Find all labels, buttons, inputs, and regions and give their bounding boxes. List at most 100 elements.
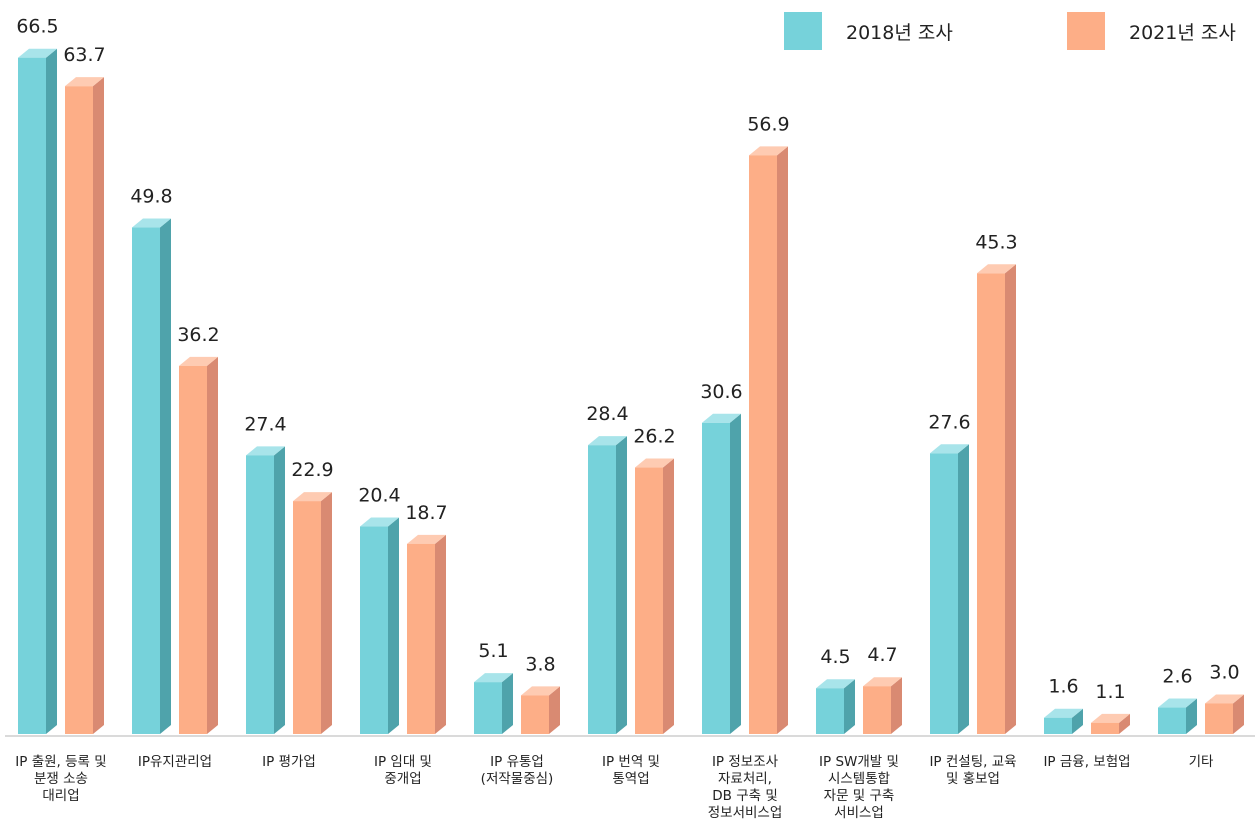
- bar-2018-1: [132, 218, 171, 734]
- value-label: 56.9: [747, 113, 789, 135]
- bar-top: [816, 679, 855, 689]
- bar-side: [46, 48, 57, 734]
- bar-side: [663, 458, 674, 734]
- bar-front: [1158, 707, 1186, 734]
- bar-side: [274, 446, 285, 734]
- bar-2018-8: [930, 444, 969, 734]
- bar-top: [1091, 713, 1130, 723]
- bar-2021-6: [749, 146, 788, 734]
- value-label: 28.4: [586, 403, 628, 425]
- value-label: 45.3: [975, 231, 1017, 253]
- bar-front: [702, 422, 730, 734]
- bar-side: [1072, 708, 1083, 734]
- value-label: 49.8: [130, 186, 172, 208]
- bar-side: [1186, 698, 1197, 734]
- category-label: IP 정보조사 자료처리, DB 구축 및 정보서비스업: [708, 754, 783, 821]
- bar-front: [1205, 703, 1233, 734]
- value-label: 30.6: [700, 381, 742, 403]
- bar-front: [1091, 722, 1119, 734]
- bar-side: [502, 673, 513, 734]
- value-label: 20.4: [358, 485, 400, 507]
- bar-side: [730, 413, 741, 734]
- bar-2021-5: [635, 458, 674, 734]
- bar-side: [958, 444, 969, 734]
- value-label: 3.8: [525, 653, 555, 675]
- bar-top: [588, 436, 627, 446]
- bar-side: [93, 77, 104, 734]
- bar-top: [407, 534, 446, 544]
- bar-side: [616, 436, 627, 734]
- bar-top: [18, 48, 57, 58]
- value-label: 36.2: [177, 324, 219, 346]
- bar-2021-10: [1205, 694, 1244, 734]
- legend: 2018년 조사 2021년 조사: [784, 12, 1236, 50]
- bar-2021-1: [179, 356, 218, 734]
- bar-side: [321, 492, 332, 734]
- category-label: 기타: [1189, 754, 1214, 770]
- value-label: 5.1: [478, 640, 508, 662]
- bar-2018-9: [1044, 708, 1083, 734]
- bar-top: [635, 458, 674, 468]
- value-label: 4.7: [867, 644, 897, 666]
- bar-top: [1205, 694, 1244, 704]
- bar-front: [132, 227, 160, 734]
- bar-top: [977, 264, 1016, 274]
- bar-2018-10: [1158, 698, 1197, 734]
- legend-item-2018: 2018년 조사: [784, 12, 953, 50]
- bar-top: [360, 517, 399, 527]
- bar-side: [549, 686, 560, 734]
- bar-front: [179, 365, 207, 734]
- bar-side: [207, 356, 218, 734]
- category-label: IP 출원, 등록 및 분쟁 소송 대리업: [15, 754, 106, 804]
- bar-2018-6: [702, 413, 741, 734]
- legend-label: 2021년 조사: [1129, 22, 1236, 44]
- bar-top: [521, 686, 560, 696]
- bar-top: [293, 492, 332, 502]
- bar-2021-7: [863, 677, 902, 734]
- bar-front: [863, 686, 891, 734]
- value-label: 26.2: [633, 426, 675, 448]
- bar-front: [635, 467, 663, 734]
- bar-2018-5: [588, 436, 627, 734]
- bar-side: [435, 534, 446, 734]
- category-label: IP유지관리업: [138, 754, 212, 770]
- value-label: 1.6: [1048, 676, 1078, 698]
- bar-side: [891, 677, 902, 734]
- category-label: IP 평가업: [262, 754, 316, 770]
- bar-front: [65, 86, 93, 734]
- bar-2021-3: [407, 534, 446, 734]
- category-label: IP SW개발 및 시스템통합 자문 및 구축 서비스업: [819, 754, 899, 821]
- bar-top: [132, 218, 171, 228]
- value-label: 27.4: [244, 413, 286, 435]
- category-label: IP 컨설팅, 교육 및 홍보업: [929, 754, 1016, 787]
- bar-top: [749, 146, 788, 156]
- bar-side: [160, 218, 171, 734]
- bar-front: [749, 155, 777, 734]
- bar-2018-2: [246, 446, 285, 734]
- category-label: IP 유통업 (저작물중심): [481, 754, 554, 787]
- legend-swatch: [784, 12, 822, 50]
- bar-top: [65, 77, 104, 87]
- bar-front: [474, 682, 502, 734]
- value-labels-layer: 66.563.7 49.8 36.2 27.4 22.9 20.418.7 5.1 3.8 28…: [16, 16, 1239, 703]
- value-label: 27.6: [928, 411, 970, 433]
- legend-label: 2018년 조사: [846, 22, 953, 44]
- bar-2021-4: [521, 686, 560, 734]
- legend-item-2021: 2021년 조사: [1067, 12, 1236, 50]
- bar-front: [588, 445, 616, 734]
- bar-2021-8: [977, 264, 1016, 734]
- bar-side: [388, 517, 399, 734]
- bar-side: [844, 679, 855, 734]
- bars-layer: [18, 48, 1244, 734]
- bar-front: [1044, 717, 1072, 734]
- bar-front: [18, 57, 46, 734]
- value-label: 66.5: [16, 16, 58, 38]
- value-label: 1.1: [1095, 681, 1125, 703]
- value-label: 63.7: [63, 44, 105, 66]
- bar-2021-0: [65, 77, 104, 734]
- bar-top: [1044, 708, 1083, 718]
- bar-front: [360, 526, 388, 734]
- bar-front: [293, 501, 321, 734]
